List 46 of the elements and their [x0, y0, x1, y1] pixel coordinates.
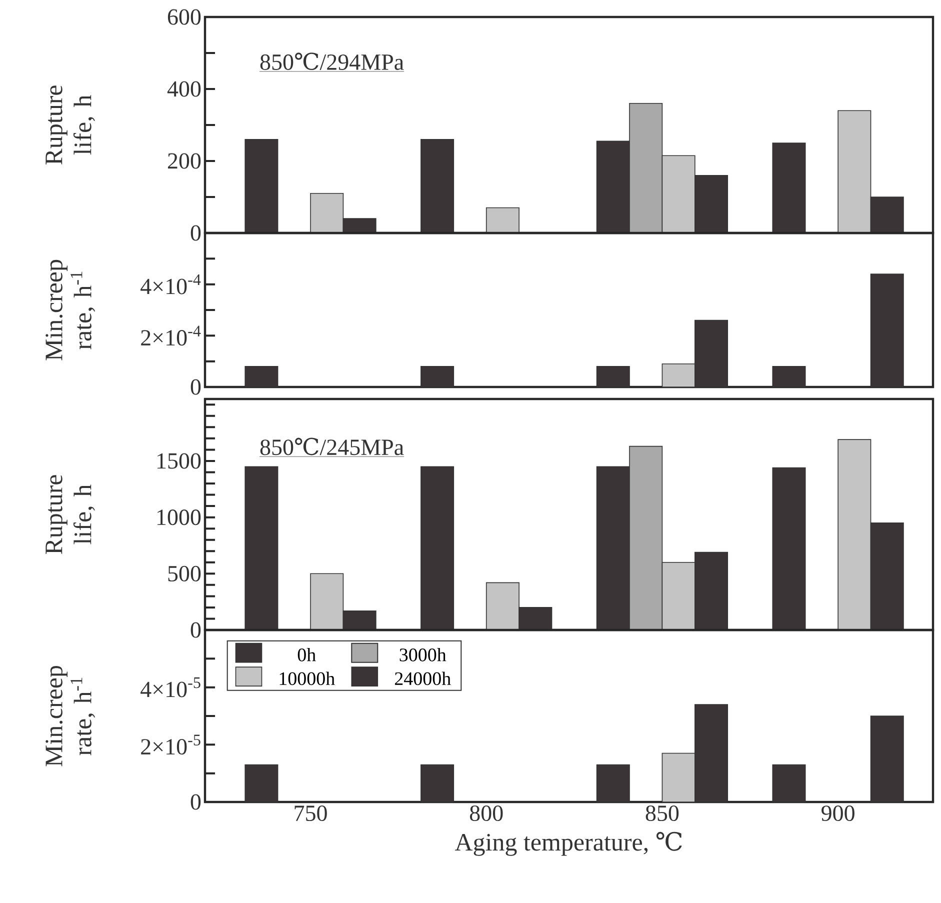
x-tick-label: 800 — [470, 806, 503, 822]
bar — [244, 764, 278, 802]
bar — [244, 366, 278, 388]
bar — [420, 764, 454, 802]
bar — [772, 467, 806, 630]
y-tick-label: 500 — [168, 566, 201, 582]
bar — [596, 764, 630, 802]
bar — [870, 716, 904, 802]
y-tick-label: 0 — [190, 225, 201, 241]
bar — [420, 466, 454, 630]
bar — [420, 138, 454, 234]
y-tick-label: 600 — [168, 9, 201, 25]
y-axis-title: Rupture life, h — [46, 86, 95, 165]
bar — [486, 207, 520, 234]
y-tick-label: 400 — [167, 81, 201, 97]
x-tick-label: 850 — [646, 806, 679, 822]
y-tick-label: 0 — [190, 794, 201, 810]
y-tick-label: 2×10$^{-5}$ — [141, 734, 200, 755]
bar — [244, 466, 278, 630]
x-tick-label: 900 — [822, 806, 854, 822]
x-axis-title: Aging temperature, ℃ — [454, 832, 682, 856]
y-tick-label: 0 — [190, 622, 201, 638]
x-tick-label: 750 — [294, 806, 327, 822]
y-tick-label: 2×10$^{-4}$ — [141, 326, 201, 346]
y-tick-label: 1500 — [157, 453, 201, 469]
annotation: 850℃/245MPa — [260, 438, 404, 456]
bar — [772, 142, 806, 234]
legend-label: 10000h — [280, 672, 335, 686]
bar — [772, 764, 806, 802]
y-tick-label: 4×10$^{-5}$ — [140, 677, 200, 698]
y-tick-label: 0 — [190, 379, 201, 395]
y-axis-title: Rupture life, h — [46, 475, 95, 554]
y-tick-label: 200 — [168, 153, 201, 169]
y-axis-title: Min.creep rate, h$^{-1}$ — [46, 666, 96, 766]
y-axis-title: Min.creep rate, h$^{-1}$ — [46, 260, 96, 360]
y-tick-label: 4×10$^{-4}$ — [140, 274, 201, 294]
bar — [870, 274, 904, 388]
legend-label: 24000h — [394, 672, 451, 686]
legend-label: 3000h — [400, 648, 446, 662]
legend-label: 0h — [298, 648, 316, 662]
y-tick-label: 1000 — [157, 510, 201, 526]
bar — [420, 366, 454, 388]
bar — [244, 138, 278, 234]
bar — [596, 366, 630, 388]
bar — [772, 366, 806, 388]
annotation: 850℃/294MPa — [260, 52, 404, 70]
